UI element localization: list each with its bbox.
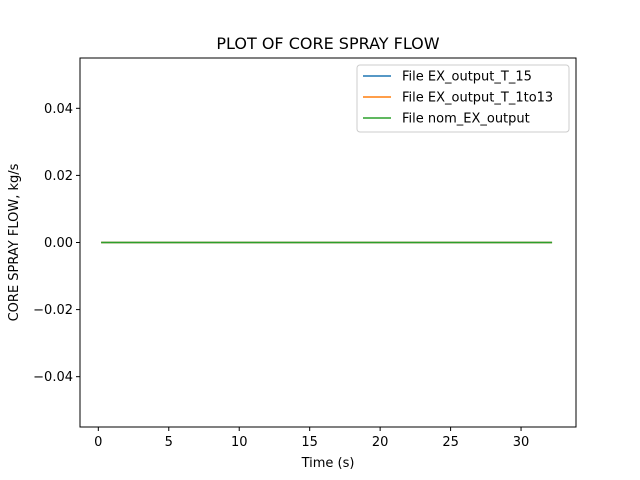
legend-label: File EX_output_T_1to13	[402, 91, 553, 106]
legend-label: File nom_EX_output	[402, 112, 530, 127]
x-tick-label: 30	[513, 435, 530, 450]
y-tick-label: 0.00	[44, 236, 73, 251]
legend: File EX_output_T_15 File EX_output_T_1to1…	[356, 64, 570, 133]
y-tick-label: 0.04	[44, 102, 73, 117]
y-axis: −0.04 −0.02 0.00 0.02 0.04	[33, 102, 80, 385]
y-tick-label: 0.02	[44, 169, 73, 184]
y-axis-label: CORE SPRAY FLOW, kg/s	[7, 163, 22, 321]
x-axis: 0 5 10 15 20 25 30	[94, 427, 529, 450]
x-tick-label: 0	[94, 435, 102, 450]
x-axis-label: Time (s)	[301, 456, 355, 471]
x-tick-label: 10	[231, 435, 248, 450]
x-tick-label: 20	[372, 435, 389, 450]
y-tick-label: −0.02	[33, 303, 73, 318]
legend-box	[356, 64, 570, 133]
y-tick-label: −0.04	[33, 370, 73, 385]
x-tick-label: 15	[301, 435, 318, 450]
legend-items: File EX_output_T_15 File EX_output_T_1to1…	[363, 70, 553, 127]
x-tick-label: 25	[442, 435, 459, 450]
chart-title: PLOT OF CORE SPRAY FLOW	[216, 34, 439, 53]
legend-label: File EX_output_T_15	[402, 70, 532, 85]
x-tick-label: 5	[165, 435, 173, 450]
